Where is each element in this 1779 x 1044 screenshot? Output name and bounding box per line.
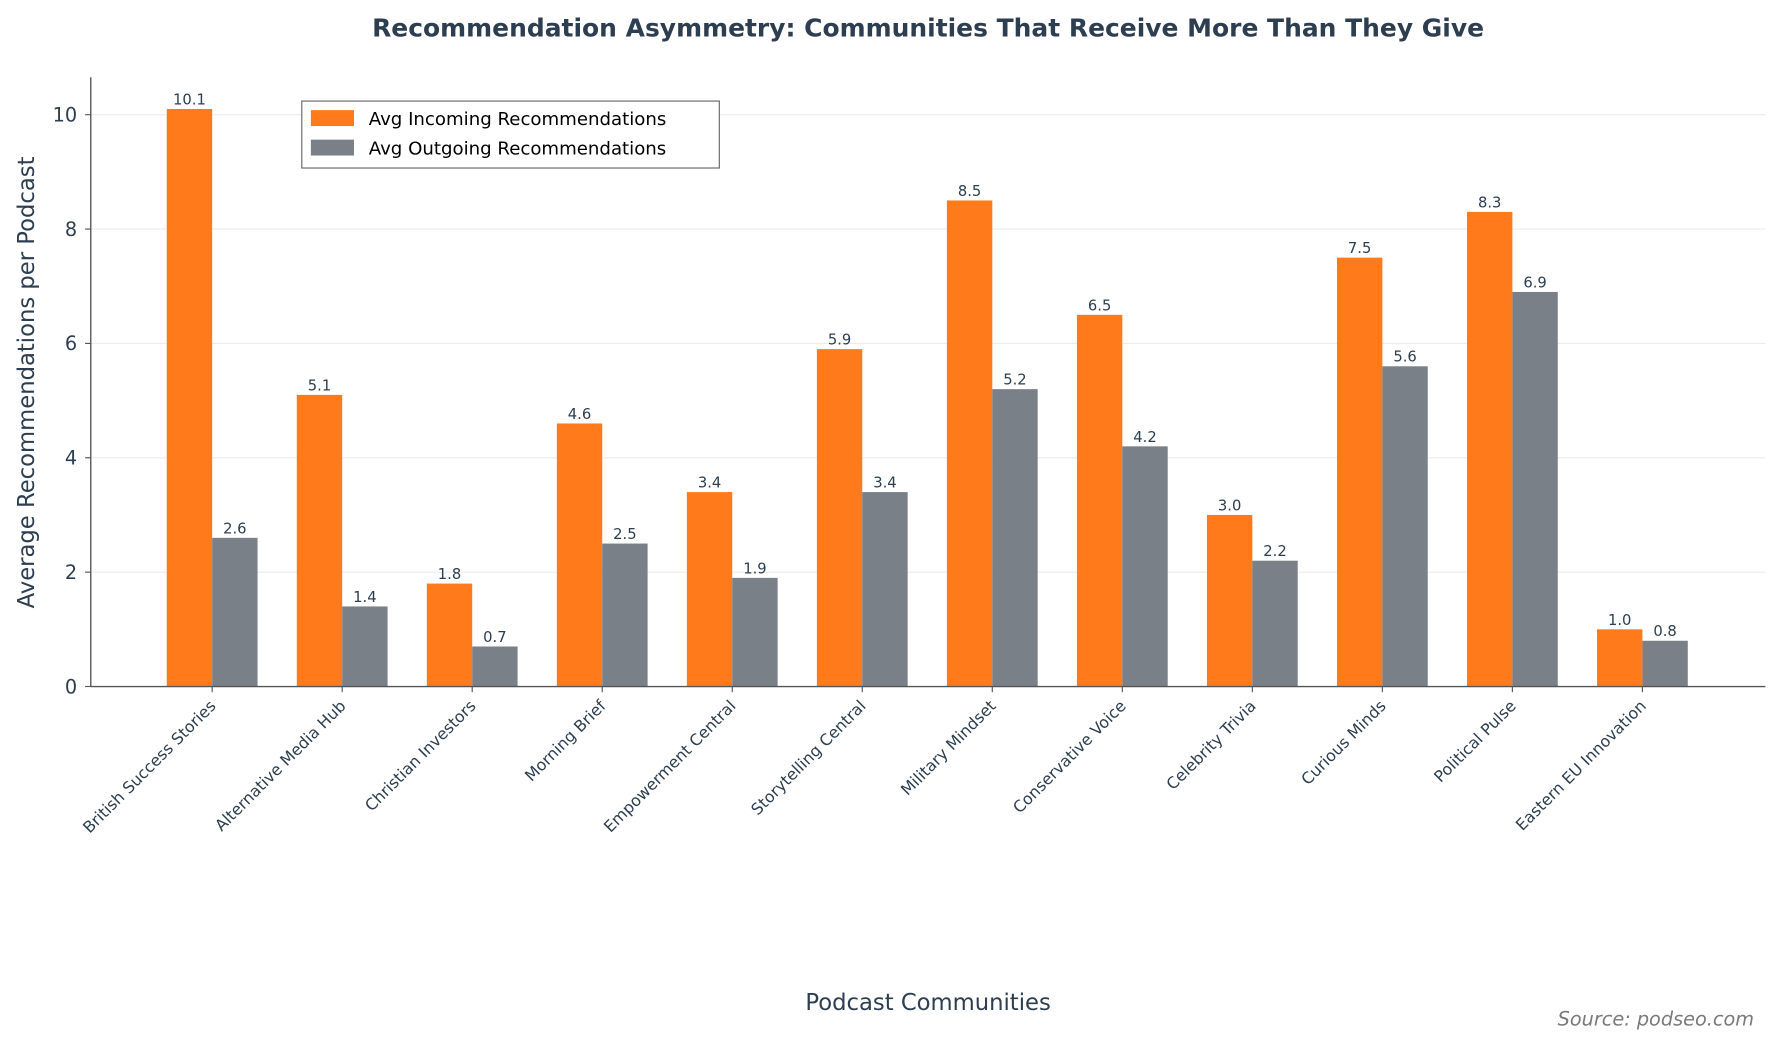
data-label: 2.6	[223, 520, 246, 537]
legend-swatch-outgoing	[310, 139, 354, 156]
data-label: 4.6	[568, 406, 591, 423]
bar-outgoing	[1382, 366, 1428, 687]
data-label: 4.2	[1133, 429, 1156, 446]
data-label: 0.8	[1653, 623, 1676, 640]
bar-outgoing	[212, 537, 258, 687]
bar-outgoing	[602, 543, 648, 687]
source-note: Source: podseo.com	[1558, 1008, 1754, 1031]
bar-incoming	[1466, 211, 1513, 687]
data-label: 7.5	[1348, 240, 1371, 257]
x-tick-label: Morning Brief	[521, 696, 610, 785]
chart-title: Recommendation Asymmetry: Communities Th…	[372, 13, 1484, 42]
axes	[90, 77, 1766, 688]
x-tick-label: Celebrity Trivia	[1162, 696, 1259, 793]
bar-outgoing	[992, 389, 1038, 687]
bar-outgoing	[1252, 560, 1298, 687]
data-label: 5.6	[1393, 349, 1416, 366]
bar-outgoing	[1512, 291, 1558, 687]
bar-incoming	[686, 492, 733, 687]
bar-incoming	[1076, 314, 1123, 687]
x-tick-label: Storytelling Central	[747, 696, 869, 818]
x-tick-label: Conservative Voice	[1009, 696, 1130, 817]
bar-incoming	[1597, 629, 1643, 687]
bar-outgoing	[472, 646, 518, 687]
bar-incoming	[426, 583, 473, 687]
bar-incoming	[1336, 257, 1383, 687]
y-axis-label: Average Recommendations per Podcast	[14, 156, 40, 608]
x-tick-label: Eastern EU Innovation	[1512, 696, 1650, 834]
bar-outgoing	[1122, 446, 1168, 687]
data-label: 5.9	[828, 332, 851, 349]
data-label: 10.1	[173, 91, 206, 108]
bars: 10.1 2.6 5.1 1.4 1.8 0.7 4.6 2.5 3.4 1.9 5.9 3.4 8.5…	[166, 91, 1688, 687]
legend-label-outgoing: Avg Outgoing Recommendations	[369, 138, 667, 159]
data-label: 6.5	[1088, 297, 1111, 314]
data-label: 2.5	[613, 526, 636, 543]
y-tick-label: 0	[65, 675, 77, 698]
data-label: 3.4	[873, 475, 896, 492]
y-ticks: 0 2 4 6 8 10	[53, 103, 91, 698]
x-tick-label: Curious Minds	[1297, 696, 1389, 788]
legend-swatch-incoming	[310, 110, 354, 127]
data-label: 5.2	[1003, 372, 1026, 389]
legend-label-incoming: Avg Incoming Recommendations	[369, 109, 667, 130]
bar-incoming	[816, 349, 863, 687]
y-tick-label: 10	[53, 103, 78, 126]
bar-outgoing	[862, 492, 908, 687]
x-tick-label: Military Mindset	[897, 696, 1000, 799]
bar-incoming	[166, 108, 213, 687]
x-tick-label: British Success Stories	[79, 696, 220, 837]
legend: Avg Incoming Recommendations Avg Outgoin…	[301, 100, 720, 169]
y-tick-label: 4	[65, 447, 77, 470]
y-tick-label: 6	[65, 332, 77, 355]
data-label: 3.0	[1218, 497, 1241, 514]
data-label: 1.4	[353, 589, 376, 606]
bar-incoming	[296, 394, 343, 687]
x-tick-label: Political Pulse	[1430, 696, 1520, 786]
data-label: 8.3	[1478, 194, 1501, 211]
y-tick-label: 8	[65, 218, 77, 241]
bar-outgoing	[1642, 640, 1688, 687]
x-tick-label: Alternative Media Hub	[211, 696, 350, 835]
data-label: 1.9	[743, 560, 766, 577]
data-label: 2.2	[1263, 543, 1286, 560]
data-label: 3.4	[698, 475, 721, 492]
y-tick-label: 2	[65, 561, 77, 584]
bar-outgoing	[342, 606, 388, 687]
bar-incoming	[556, 423, 603, 687]
data-label: 1.8	[438, 566, 461, 583]
x-axis-label: Podcast Communities	[805, 990, 1050, 1016]
bar-incoming	[946, 200, 993, 687]
x-tick-label: Christian Investors	[361, 696, 480, 815]
data-label: 1.0	[1608, 612, 1631, 629]
data-label: 6.9	[1523, 274, 1546, 291]
data-label: 5.1	[308, 377, 331, 394]
legend-frame	[301, 100, 720, 169]
data-label: 0.7	[483, 629, 506, 646]
bar-outgoing	[732, 577, 778, 687]
bar-incoming	[1206, 514, 1253, 687]
data-label: 8.5	[958, 183, 981, 200]
x-tick-label: Empowerment Central	[600, 696, 740, 836]
